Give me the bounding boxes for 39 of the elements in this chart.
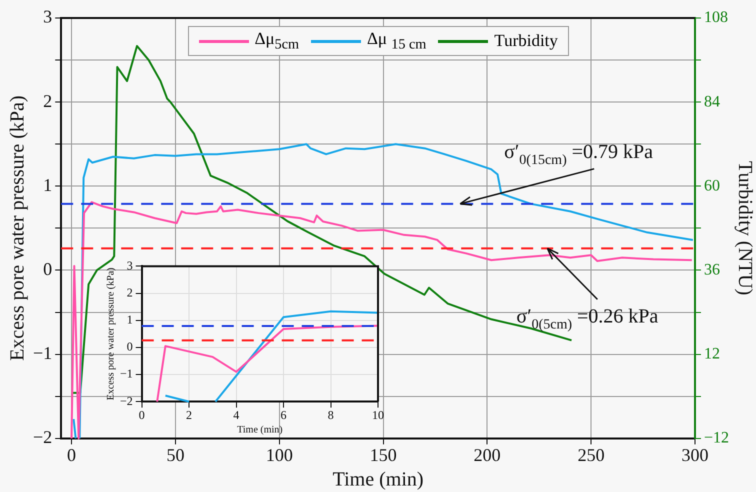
y2-axis-title: Turbidity (NTU)	[734, 161, 756, 296]
x-tick-label: 10	[372, 408, 384, 422]
x-axis-title: Time (min)	[332, 468, 424, 490]
y-tick-label: −2	[32, 427, 52, 448]
x-tick-label: 200	[474, 444, 501, 465]
y-tick-label: 2	[126, 285, 133, 300]
x-tick-label: 2	[186, 408, 192, 422]
y-tick-label: 0	[43, 258, 52, 279]
legend-label: Δμ$_{5cm}$	[254, 29, 299, 54]
y-axis-title: Excess pore water pressure (kPa)	[106, 268, 117, 400]
x-tick-label: 250	[578, 444, 605, 465]
y-tick-label: −1	[120, 366, 133, 381]
x-tick-label: 6	[280, 408, 287, 422]
y-tick-label: 1	[43, 174, 52, 195]
y2-tick-label: −12	[704, 430, 730, 447]
y-axis-title: Excess pore water pressure (kPa)	[6, 95, 28, 361]
x-axis-title: Time (min)	[237, 424, 283, 436]
y-tick-label: −2	[120, 394, 133, 408]
y2-tick-label: 108	[704, 9, 728, 26]
y-tick-label: −1	[32, 343, 52, 364]
y2-tick-label: 12	[704, 346, 720, 363]
x-tick-label: 150	[370, 444, 397, 465]
x-tick-label: 100	[266, 444, 293, 465]
y2-tick-label: 36	[704, 261, 720, 278]
y2-tick-label: 60	[704, 177, 720, 194]
y-tick-label: 3	[126, 258, 133, 272]
legend-label: Turbidity	[494, 31, 558, 52]
y-tick-label: 2	[43, 90, 52, 111]
x-tick-label: 300	[681, 444, 708, 465]
y-tick-label: 3	[43, 6, 52, 27]
y-tick-label: 0	[126, 340, 133, 354]
x-tick-label: 50	[166, 444, 184, 465]
x-tick-label: 4	[233, 408, 240, 422]
y-tick-label: 1	[126, 312, 133, 327]
x-tick-label: 0	[67, 444, 76, 465]
y2-tick-label: 84	[704, 93, 720, 110]
legend-label: Δμ $_{15 cm}$	[366, 29, 426, 54]
x-tick-label: 8	[328, 408, 334, 422]
x-tick-label: 0	[138, 408, 145, 422]
